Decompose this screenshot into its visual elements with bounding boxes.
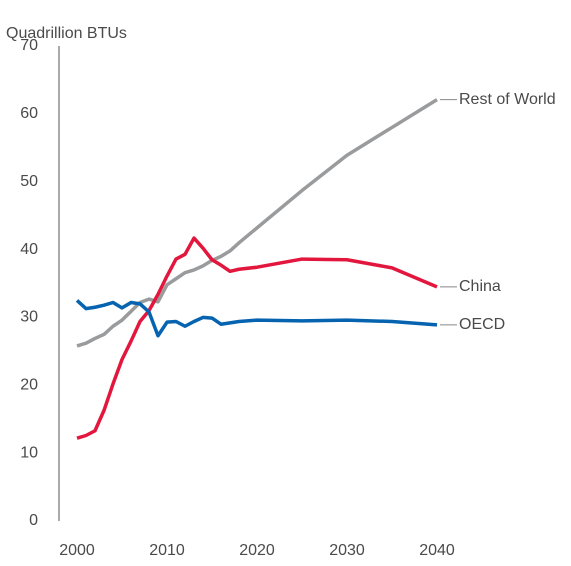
series-label: Rest of World — [459, 91, 556, 108]
series-label: China — [459, 278, 501, 295]
y-tick-label: 70 — [20, 37, 38, 54]
x-tick-label: 2010 — [149, 542, 185, 559]
y-tick-label: 0 — [29, 512, 38, 529]
y-tick-label: 40 — [20, 241, 38, 258]
y-tick-label: 20 — [20, 377, 38, 394]
y-axis-label: Quadrillion BTUs — [6, 25, 127, 42]
x-tick-label: 2030 — [329, 542, 365, 559]
x-tick-label: 2040 — [419, 542, 455, 559]
series-label: OECD — [459, 316, 505, 333]
series-line — [76, 236, 438, 440]
y-tick-label: 30 — [20, 309, 38, 326]
y-tick-label: 50 — [20, 173, 38, 190]
y-tick-label: 10 — [20, 444, 38, 461]
series-line — [76, 98, 438, 348]
series-line — [75, 299, 438, 338]
y-tick-label: 60 — [20, 105, 38, 122]
x-tick-label: 2000 — [59, 542, 95, 559]
x-tick-label: 2020 — [239, 542, 275, 559]
